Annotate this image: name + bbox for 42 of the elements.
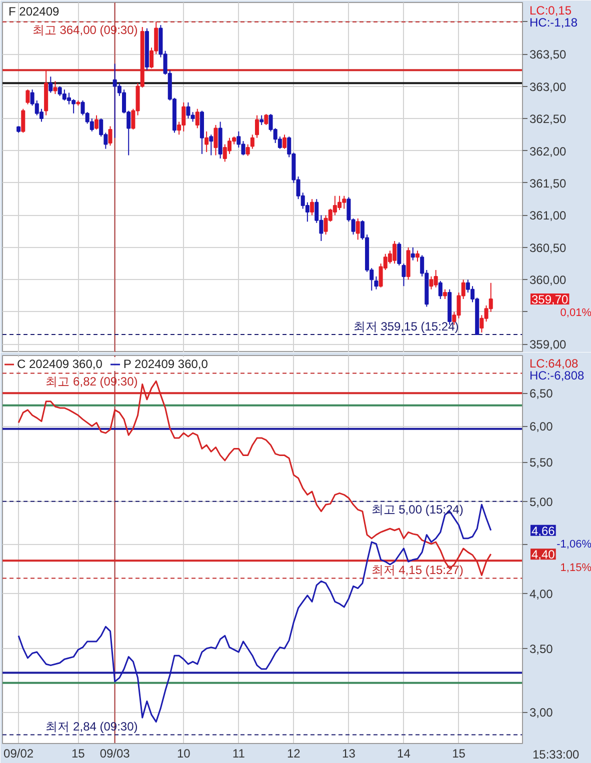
y-tick-label: 3,00: [530, 706, 554, 720]
text: LC:64,08: [530, 356, 579, 370]
x-tick-label: 11: [232, 746, 246, 760]
text: 15:33:00: [532, 748, 580, 762]
y-tick-label: 361,00: [530, 208, 567, 223]
text: HC:-1,18: [530, 16, 578, 30]
x-tick-label: 14: [397, 746, 411, 760]
x-tick-label: 12: [287, 746, 301, 760]
chart-title: F 202409: [8, 4, 60, 18]
y-tick-label: 5,50: [530, 456, 554, 470]
y-tick-label: 6,00: [530, 420, 554, 434]
y-tick-label: 363,50: [530, 48, 567, 62]
text: 0,01%: [560, 307, 591, 319]
x-tick-label: 09/03: [100, 746, 130, 760]
y-tick-label: 363,00: [530, 80, 567, 94]
text: 4,66: [532, 524, 556, 538]
text: HC:-6,808: [530, 368, 585, 382]
x-tick-label: 15: [71, 746, 86, 760]
x-tick-label: 13: [342, 746, 356, 760]
ref-line-label: 최고 5,00 (15:24): [371, 502, 464, 516]
y-tick-label: 359,00: [530, 338, 567, 352]
ref-line-label: 최저 359,15 (15:24): [353, 319, 459, 334]
text: 1,15%: [560, 562, 591, 574]
y-tick-label: 5,00: [530, 494, 554, 509]
y-tick-label: 360,50: [530, 240, 567, 255]
text: LC:0,15: [530, 4, 572, 18]
y-tick-label: 6,50: [530, 386, 554, 401]
y-tick-label: 4,00: [530, 586, 554, 601]
x-tick-label: 15: [452, 746, 466, 760]
y-tick-label: 360,00: [530, 273, 567, 288]
ref-line-label: 최저 4,15 (15:27): [371, 563, 464, 578]
legend-label: C 202409 360,0: [17, 357, 102, 371]
y-tick-label: 362,50: [530, 112, 567, 126]
y-tick-label: 362,00: [530, 144, 567, 158]
y-tick-label: 361,50: [530, 176, 567, 190]
y-tick-label: 3,50: [530, 642, 554, 656]
x-tick-label: 10: [176, 746, 191, 760]
x-tick-label: 09/02: [4, 746, 34, 760]
text: -1,06%: [556, 538, 591, 550]
text: 359,70: [532, 292, 569, 306]
text: 4,40: [532, 548, 556, 562]
legend-label: P 202409 360,0: [123, 357, 208, 371]
